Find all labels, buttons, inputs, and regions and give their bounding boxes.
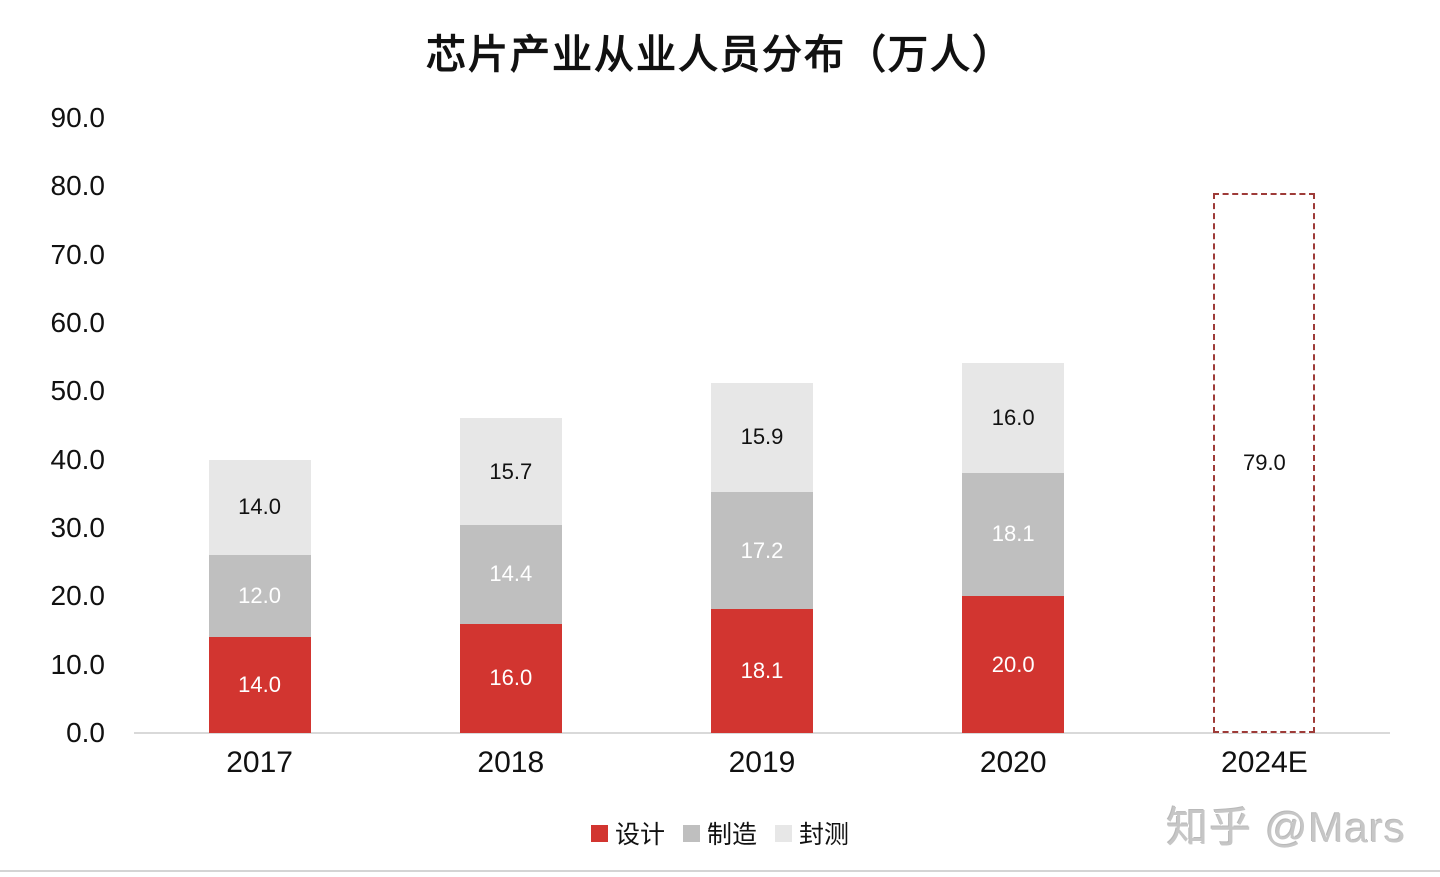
bar-segment-2018: 16.0 [459,623,562,733]
bar-segment-2020: 16.0 [962,363,1065,473]
y-axis-tick-label: 20.0 [50,580,106,612]
y-axis-tick-label: 10.0 [50,648,106,680]
y-axis-tick-label: 80.0 [50,170,106,202]
legend-item-packaging: 封测 [775,815,849,851]
bar-segment-2017: 14.0 [208,459,311,556]
y-axis-tick-label: 30.0 [50,512,106,543]
legend-item-design: 设计 [590,815,665,851]
legend-label-design: 设计 [614,821,665,849]
bottom-divider [0,870,1440,872]
y-axis-tick-label: 50.0 [50,375,106,407]
x-axis-label-2018: 2018 [477,746,545,779]
legend-swatch-packaging-icon [775,824,792,842]
bar-segment-2019: 15.9 [711,383,813,492]
legend: 设计 制造 封测 [0,815,1440,851]
legend-swatch-manufacture-icon [682,824,700,842]
x-axis-label-2019: 2019 [728,746,796,779]
legend-swatch-design-icon [590,824,608,842]
y-axis-tick-label: 90.0 [50,102,106,133]
y-axis-tick-label: 40.0 [50,443,106,475]
chart-title: 芯片产业从业人员分布（万人） [426,33,1014,77]
legend-label-manufacture: 制造 [706,821,757,849]
bar-segment-2018: 14.4 [459,525,562,624]
legend-label-packaging: 封测 [799,821,850,849]
y-axis-tick-label: 60.0 [50,307,106,338]
x-axis-label-2024E: 2024E [1221,746,1308,779]
bar-segment-2020: 20.0 [962,596,1065,733]
y-axis-tick-label: 0.0 [66,717,105,748]
bar-segment-2017: 12.0 [208,555,311,638]
bar-segment-2019: 18.1 [711,609,813,733]
bar-segment-2017: 14.0 [208,637,311,733]
bar-segment-2020: 18.1 [962,472,1065,597]
bar-segment-2018: 15.7 [459,417,562,526]
x-axis-label-2017: 2017 [226,746,293,779]
forecast-bar-2024E: 79.0 [1213,193,1316,733]
x-axis-label-2020: 2020 [979,746,1047,779]
legend-item-manufacture: 制造 [682,815,757,851]
y-axis-tick-label: 70.0 [50,238,106,270]
watermark: 知乎 @Mars [1166,804,1406,851]
bar-segment-2019: 17.2 [711,491,813,610]
x-axis-line [134,732,1390,734]
